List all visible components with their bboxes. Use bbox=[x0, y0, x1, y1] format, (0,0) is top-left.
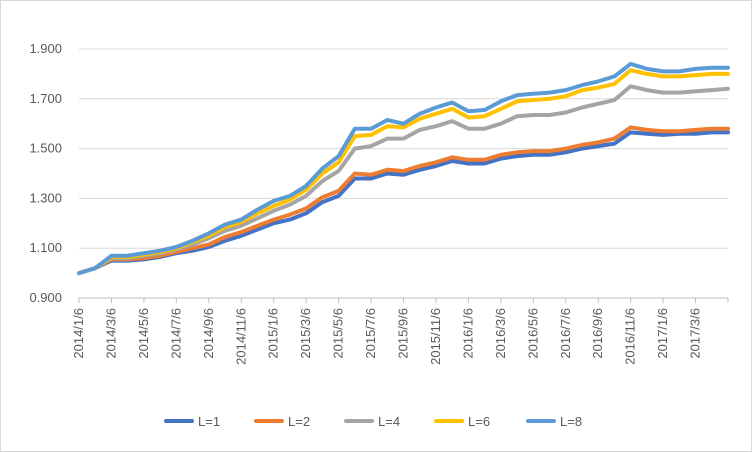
x-tick-label: 2016/3/6 bbox=[493, 308, 508, 359]
x-tick-label: 2014/1/6 bbox=[71, 308, 86, 359]
x-tick-label: 2016/7/6 bbox=[558, 308, 573, 359]
x-tick-label: 2017/3/6 bbox=[688, 308, 703, 359]
x-tick-label: 2015/3/6 bbox=[298, 308, 313, 359]
gridlines bbox=[79, 48, 728, 249]
x-tick-label: 2016/5/6 bbox=[525, 308, 540, 359]
y-tick-label: 1.300 bbox=[29, 190, 62, 205]
y-tick-label: 1.900 bbox=[29, 41, 62, 56]
x-tick-label: 2014/11/6 bbox=[233, 308, 248, 365]
series-line-2 bbox=[77, 125, 730, 276]
x-tick-labels: 2014/1/6 2014/3/6 2014/5/6 2014/7/6 2014/9/6… bbox=[71, 308, 703, 365]
y-tick-label: 1.700 bbox=[29, 91, 62, 106]
x-tick-label: 2015/1/6 bbox=[266, 308, 281, 359]
series-line-1 bbox=[77, 130, 730, 276]
x-tick-label: 2016/11/6 bbox=[623, 308, 638, 365]
legend-label: L=4 bbox=[378, 414, 400, 429]
legend-label: L=6 bbox=[468, 414, 490, 429]
x-tick-label: 2015/11/6 bbox=[428, 308, 443, 365]
y-tick-label: 1.500 bbox=[29, 141, 62, 156]
x-tick-label: 2016/9/6 bbox=[590, 308, 605, 359]
x-tick-label: 2014/3/6 bbox=[103, 308, 118, 359]
x-tick-label: 2016/1/6 bbox=[460, 308, 475, 359]
axes bbox=[78, 297, 729, 303]
legend: L=1 L=2 L=4 L=6 L=8 bbox=[164, 414, 582, 429]
series-lines bbox=[77, 61, 730, 276]
y-tick-labels: 0.900 1.100 1.300 1.500 1.700 1.900 bbox=[29, 41, 62, 305]
y-tick-label: 0.900 bbox=[29, 290, 62, 305]
x-tick-label: 2014/9/6 bbox=[201, 308, 216, 359]
series-line-5 bbox=[77, 61, 730, 276]
x-tick-label: 2014/5/6 bbox=[136, 308, 151, 359]
y-tick-label: 1.100 bbox=[29, 240, 62, 255]
x-tick-label: 2015/7/6 bbox=[363, 308, 378, 359]
x-tick-label: 2015/9/6 bbox=[396, 308, 411, 359]
legend-label: L=8 bbox=[560, 414, 582, 429]
x-tick-label: 2014/7/6 bbox=[168, 308, 183, 359]
x-tick-label: 2015/5/6 bbox=[331, 308, 346, 359]
x-tick-label: 2017/1/6 bbox=[655, 308, 670, 359]
legend-label: L=1 bbox=[198, 414, 220, 429]
legend-label: L=2 bbox=[288, 414, 310, 429]
